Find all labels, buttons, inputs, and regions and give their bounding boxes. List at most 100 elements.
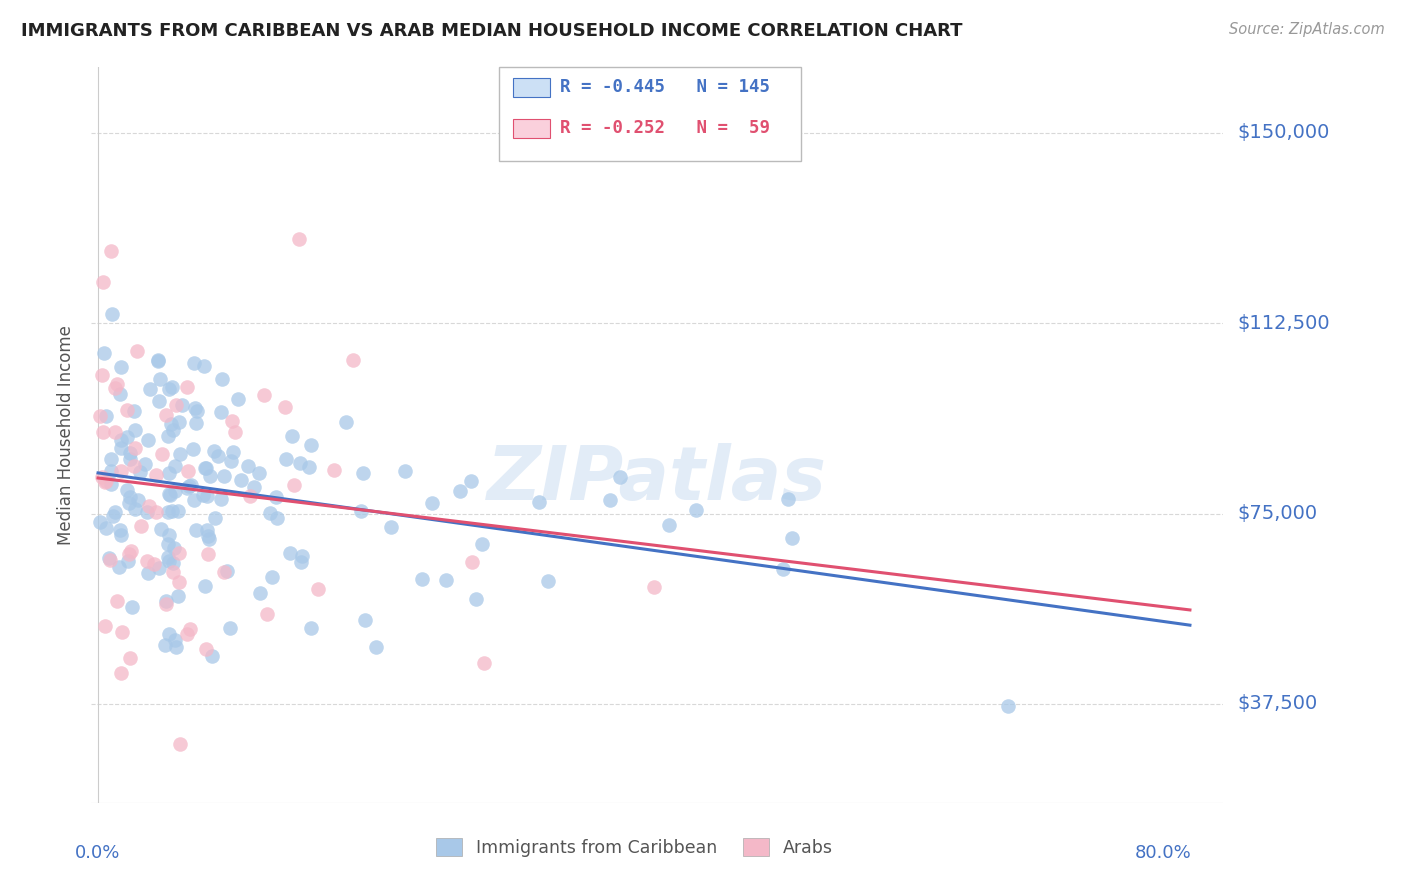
Point: [176, 380, 198, 394]
Point: [366, 640, 388, 655]
Point: [89, 515, 111, 529]
Point: [121, 599, 143, 614]
Point: [100, 476, 122, 491]
Point: [145, 505, 167, 519]
Point: [288, 232, 311, 246]
Point: [111, 625, 134, 640]
Point: [197, 547, 219, 561]
Point: [136, 566, 159, 580]
Point: [149, 371, 172, 385]
Point: [124, 502, 146, 516]
Point: [160, 504, 183, 518]
Point: [165, 398, 187, 412]
Point: [100, 464, 122, 478]
Text: 0.0%: 0.0%: [76, 845, 121, 863]
Point: [110, 528, 132, 542]
Point: [194, 642, 217, 657]
Point: [214, 468, 236, 483]
Point: [117, 402, 139, 417]
Point: [191, 488, 214, 502]
Point: [352, 466, 374, 480]
Point: [609, 469, 631, 483]
Point: [780, 531, 803, 545]
Point: [129, 519, 152, 533]
Point: [163, 483, 186, 498]
Point: [195, 489, 218, 503]
Point: [249, 586, 271, 600]
Point: [266, 490, 288, 504]
Text: $112,500: $112,500: [1237, 314, 1330, 333]
Point: [162, 423, 184, 437]
Point: [460, 475, 482, 489]
Point: [643, 580, 665, 594]
Point: [772, 561, 794, 575]
Point: [394, 465, 416, 479]
Point: [221, 414, 243, 428]
Point: [260, 570, 283, 584]
Point: [183, 401, 205, 416]
Point: [94, 521, 117, 535]
Point: [259, 506, 281, 520]
Text: ZIPatlas: ZIPatlas: [488, 442, 827, 516]
Point: [281, 428, 304, 442]
Point: [157, 554, 180, 568]
Point: [89, 409, 111, 424]
Point: [162, 556, 184, 570]
Point: [138, 500, 160, 514]
Point: [215, 564, 238, 578]
Point: [108, 387, 131, 401]
Point: [127, 344, 149, 359]
Point: [98, 551, 121, 566]
Point: [471, 537, 494, 551]
Point: [307, 582, 329, 597]
Point: [108, 523, 131, 537]
Point: [472, 656, 495, 670]
Point: [181, 442, 204, 457]
Point: [204, 511, 226, 525]
Point: [179, 622, 201, 636]
Text: IMMIGRANTS FROM CARIBBEAN VS ARAB MEDIAN HOUSEHOLD INCOME CORRELATION CHART: IMMIGRANTS FROM CARIBBEAN VS ARAB MEDIAN…: [21, 22, 963, 40]
Point: [298, 459, 321, 474]
Point: [155, 639, 177, 653]
Point: [146, 353, 169, 368]
Point: [167, 546, 190, 560]
Point: [104, 381, 127, 395]
Point: [165, 640, 187, 655]
Point: [135, 554, 157, 568]
Point: [200, 648, 222, 663]
Point: [162, 565, 184, 579]
Point: [118, 547, 141, 561]
Point: [124, 423, 146, 437]
Point: [145, 468, 167, 483]
Point: [163, 541, 186, 555]
Point: [155, 597, 177, 611]
Point: [322, 462, 344, 476]
Text: $150,000: $150,000: [1237, 123, 1330, 143]
Point: [278, 546, 301, 560]
Point: [120, 452, 142, 467]
Point: [104, 425, 127, 439]
Point: [242, 480, 264, 494]
Point: [167, 575, 190, 590]
Point: [159, 417, 181, 432]
Point: [101, 307, 124, 321]
Point: [93, 275, 115, 289]
Point: [105, 594, 128, 608]
Point: [354, 614, 377, 628]
Point: [184, 524, 207, 538]
Point: [98, 553, 121, 567]
Point: [104, 505, 127, 519]
Point: [207, 449, 229, 463]
Point: [91, 470, 114, 484]
Point: [115, 430, 138, 444]
Point: [465, 591, 488, 606]
Point: [342, 352, 364, 367]
Point: [194, 579, 217, 593]
Point: [134, 457, 156, 471]
Point: [136, 505, 159, 519]
Point: [101, 509, 124, 524]
Point: [166, 504, 188, 518]
Point: [148, 394, 170, 409]
Point: [167, 590, 190, 604]
Point: [100, 452, 122, 467]
